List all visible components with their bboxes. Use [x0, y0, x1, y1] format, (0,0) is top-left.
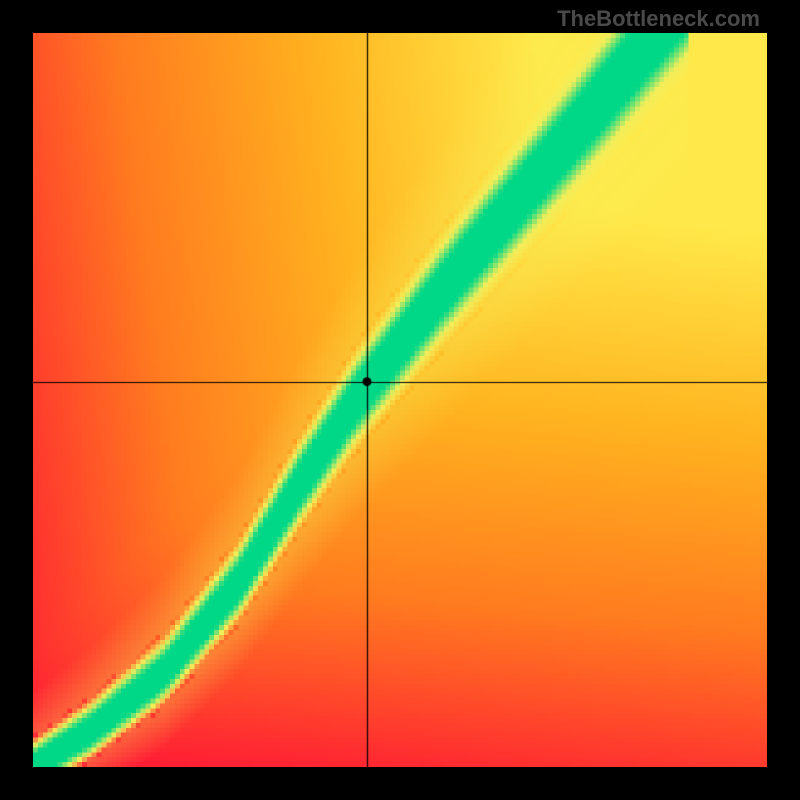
crosshair-overlay	[33, 33, 767, 767]
watermark-text: TheBottleneck.com	[557, 6, 760, 32]
chart-container: TheBottleneck.com	[0, 0, 800, 800]
